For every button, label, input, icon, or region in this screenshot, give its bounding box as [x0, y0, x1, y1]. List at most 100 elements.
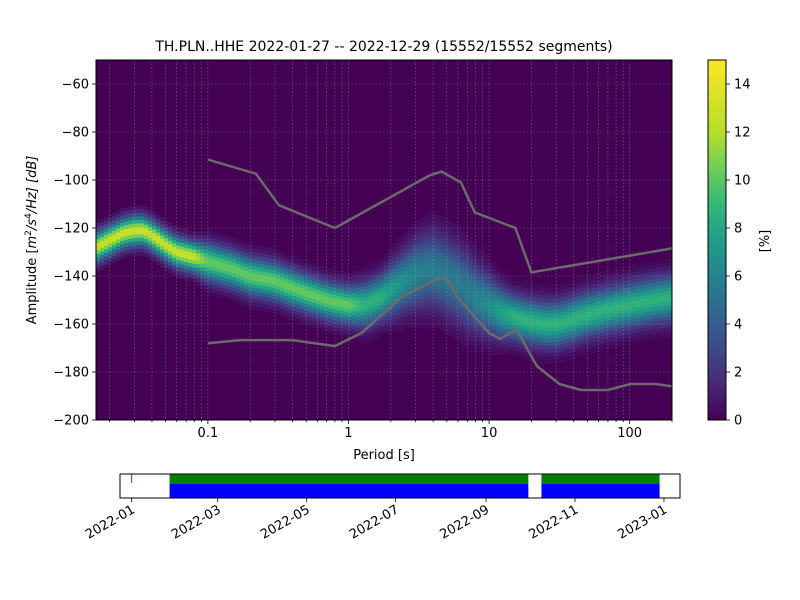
heatmap-cell [640, 306, 645, 310]
heatmap-cell [576, 281, 581, 286]
heatmap-cell [168, 247, 173, 252]
heatmap-cell [608, 305, 613, 310]
heatmap-cell [116, 257, 121, 262]
heatmap-cell [476, 294, 481, 298]
heatmap-cell [428, 286, 433, 291]
heatmap-cell [592, 316, 597, 321]
heatmap-cell [96, 246, 101, 251]
heatmap-cell [632, 271, 637, 276]
heatmap-cell [480, 301, 485, 306]
heatmap-cell [472, 337, 477, 342]
heatmap-cell [436, 249, 441, 254]
heatmap-cell [252, 294, 257, 299]
y-axis-label: Amplitude [m2/s4/Hz] [dB] [24, 156, 40, 325]
heatmap-cell [316, 304, 321, 309]
heatmap-cell [388, 294, 393, 298]
heatmap-cell [656, 306, 661, 311]
heatmap-cell [540, 341, 545, 346]
heatmap-cell [344, 325, 349, 330]
heatmap-cell [476, 261, 481, 266]
heatmap-cell [528, 346, 533, 351]
heatmap-cell [300, 287, 305, 292]
heatmap-cell [628, 311, 633, 316]
heatmap-cell [600, 310, 605, 315]
heatmap-cell [480, 315, 485, 320]
heatmap-cell [100, 254, 105, 259]
heatmap-cell [368, 327, 373, 332]
colorbar-tick-label: 6 [734, 270, 742, 285]
heatmap-cell [388, 276, 393, 280]
heatmap-cell [468, 315, 473, 320]
heatmap-cell [604, 306, 609, 311]
heatmap-cell [648, 282, 653, 287]
heatmap-cell [436, 242, 441, 247]
heatmap-cell [552, 342, 557, 346]
heatmap-cell [312, 320, 317, 325]
heatmap-cell [628, 286, 633, 291]
heatmap-cell [652, 267, 657, 272]
heatmap-cell [436, 274, 441, 279]
heatmap-cell [216, 253, 221, 258]
heatmap-cell [388, 283, 393, 288]
heatmap-cell [648, 311, 653, 316]
coverage-bars [169, 474, 660, 498]
heatmap-cell [156, 228, 161, 233]
heatmap-cell [636, 324, 641, 329]
heatmap-cell [564, 288, 569, 293]
heatmap-cell [256, 299, 261, 304]
heatmap-cell [368, 316, 373, 321]
heatmap-cell [112, 255, 117, 260]
heatmap-cell [160, 238, 165, 243]
heatmap-cell [468, 297, 473, 302]
heatmap-cell [224, 266, 229, 271]
heatmap-cell [416, 281, 421, 286]
heatmap-cell [188, 252, 193, 256]
heatmap-cell [260, 245, 265, 250]
heatmap-cell [256, 270, 261, 275]
heatmap-cell [560, 326, 565, 330]
heatmap-cell [112, 241, 117, 246]
heatmap-cell [168, 240, 173, 245]
heatmap-cell [372, 333, 377, 337]
heatmap-cell [476, 268, 481, 273]
heatmap-cell [476, 326, 481, 331]
heatmap-cell [232, 265, 237, 270]
heatmap-cell [584, 307, 589, 312]
heatmap-cell [244, 263, 249, 268]
y-axis-ticks: −60−80−100−120−140−160−180−200 [53, 78, 96, 429]
heatmap-cell [380, 268, 385, 273]
heatmap-cell [308, 322, 313, 327]
heatmap-cell [128, 216, 133, 221]
heatmap-cell [228, 282, 233, 287]
heatmap-cell [108, 254, 113, 259]
heatmap-cell [352, 300, 357, 304]
heatmap-cell [392, 253, 397, 258]
heatmap-cell [104, 259, 109, 264]
heatmap-cell [288, 290, 293, 295]
heatmap-cell [468, 301, 473, 306]
heatmap-cell [496, 279, 501, 284]
heatmap-cell [380, 265, 385, 270]
heatmap-cell [312, 277, 317, 282]
heatmap-cell [360, 296, 365, 301]
heatmap-cell [548, 288, 553, 292]
heatmap-cell [212, 230, 217, 235]
heatmap-cell [632, 278, 637, 283]
heatmap-cell [424, 311, 429, 315]
heatmap-cell [316, 300, 321, 305]
heatmap-cell [320, 273, 325, 278]
heatmap-cell [416, 295, 421, 300]
heatmap-cell [420, 317, 425, 322]
heatmap-cell [580, 323, 585, 328]
heatmap-cell [520, 347, 525, 352]
heatmap-cell [628, 340, 633, 345]
heatmap-cell [304, 260, 309, 265]
heatmap-cell [660, 270, 665, 275]
heatmap-cell [348, 287, 353, 292]
heatmap-cell [396, 307, 401, 312]
heatmap-cell [332, 323, 337, 328]
heatmap-cell [232, 276, 237, 281]
heatmap-cell [104, 231, 109, 236]
heatmap-cell [408, 273, 413, 278]
heatmap-cell [432, 226, 437, 230]
